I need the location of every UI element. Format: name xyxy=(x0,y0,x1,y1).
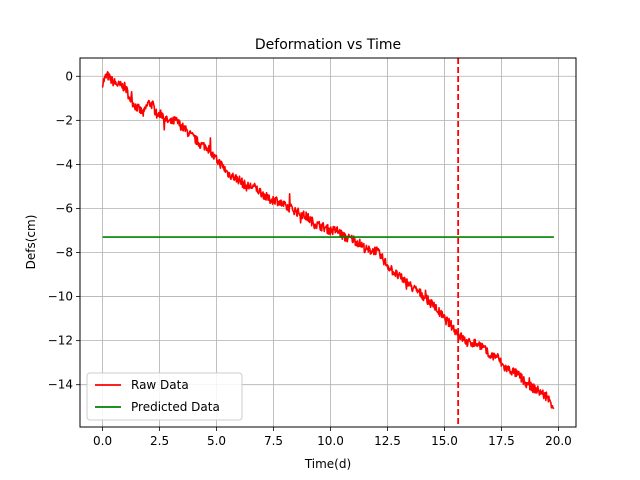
x-tick-label: 15.0 xyxy=(431,434,458,448)
x-tick-label: 12.5 xyxy=(374,434,401,448)
x-tick-label: 17.5 xyxy=(488,434,515,448)
x-tick-label: 20.0 xyxy=(545,434,572,448)
grid xyxy=(80,58,576,427)
y-tick-label: −2 xyxy=(55,113,73,127)
x-tick-label: 5.0 xyxy=(207,434,226,448)
legend-box xyxy=(86,372,243,421)
x-tick-label: 7.5 xyxy=(264,434,283,448)
chart-title: Deformation vs Time xyxy=(255,37,401,53)
x-tick-label: 0.0 xyxy=(93,434,112,448)
series-line-raw-data xyxy=(101,71,555,410)
plot-area-frame xyxy=(79,57,577,428)
plot-series xyxy=(101,58,555,427)
y-axis-label: Defs(cm) xyxy=(24,215,38,270)
y-tick-label: −14 xyxy=(48,378,73,392)
y-tick-label: −6 xyxy=(55,201,73,215)
legend-label-raw-data: Raw Data xyxy=(131,378,189,392)
y-tick-label: −4 xyxy=(55,157,73,171)
legend: Raw Data Predicted Data xyxy=(86,372,243,421)
legend-label-predicted-data: Predicted Data xyxy=(131,400,220,414)
y-axis-ticks: 0 −2 −4 −6 −8 −10 −12 −14 xyxy=(48,69,80,392)
x-tick-label: 2.5 xyxy=(150,434,169,448)
y-tick-label: 0 xyxy=(65,69,73,83)
y-tick-label: −8 xyxy=(55,246,73,260)
x-axis-label: Time(d) xyxy=(304,457,351,471)
x-axis-ticks: 0.0 2.5 5.0 7.5 10.0 12.5 15.0 17.5 20.0 xyxy=(93,427,572,448)
y-tick-label: −12 xyxy=(48,334,73,348)
x-tick-label: 10.0 xyxy=(317,434,344,448)
y-tick-label: −10 xyxy=(48,290,73,304)
